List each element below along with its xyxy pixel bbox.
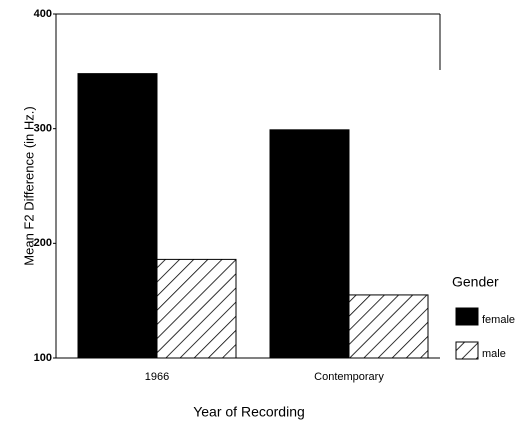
legend-swatch xyxy=(455,307,479,326)
y-tick-label: 200 xyxy=(34,237,52,249)
legend-title: Gender xyxy=(452,274,499,290)
bar xyxy=(348,294,429,359)
y-tick-label: 400 xyxy=(34,8,52,20)
bar xyxy=(156,258,237,359)
x-tick-label: 1966 xyxy=(145,371,169,383)
legend-swatch xyxy=(455,341,479,360)
legend-label: female xyxy=(482,314,515,326)
legend-label: male xyxy=(482,348,506,360)
x-axis-title: Year of Recording xyxy=(193,404,305,420)
y-tick-label: 100 xyxy=(34,352,52,364)
y-tick-label: 300 xyxy=(34,123,52,135)
x-tick-label: Contemporary xyxy=(314,371,384,383)
bar xyxy=(269,129,350,359)
y-axis-title: Mean F2 Difference (in Hz.) xyxy=(21,106,36,265)
bar xyxy=(77,73,158,359)
